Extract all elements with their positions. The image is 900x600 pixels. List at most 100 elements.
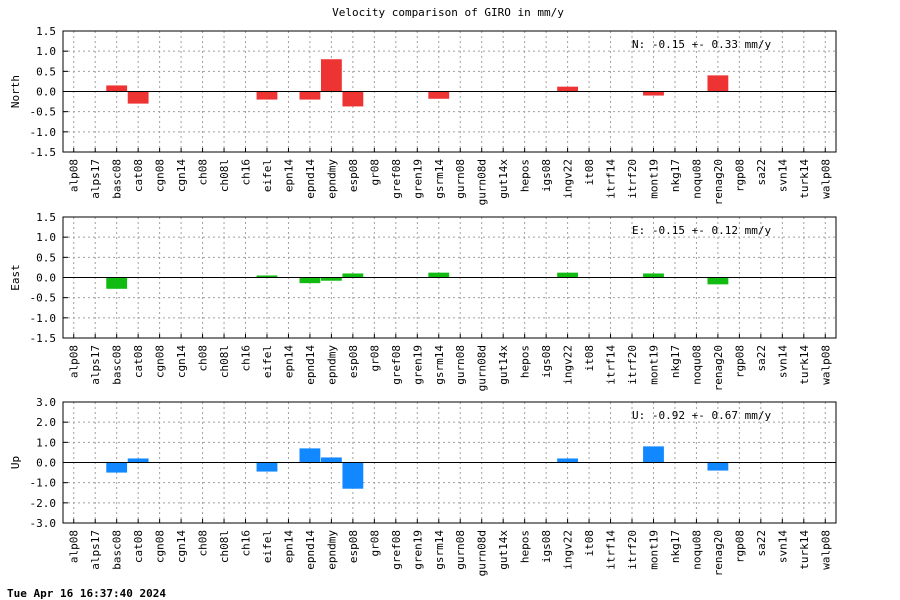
- y-axis-label: Up: [9, 456, 22, 469]
- bar-basc08: [106, 462, 128, 473]
- x-tick-label: basc08: [111, 530, 124, 570]
- x-tick-label: gref08: [390, 530, 403, 570]
- x-tick-label: cgn08: [154, 345, 167, 378]
- x-tick-label: epn14: [282, 530, 295, 563]
- timestamp-footer: Tue Apr 16 16:37:40 2024: [7, 587, 166, 600]
- x-tick-label: svn14: [776, 159, 789, 192]
- x-tick-label: renag20: [712, 530, 725, 576]
- bar-basc08: [106, 85, 128, 92]
- x-tick-label: rgp08: [733, 159, 746, 192]
- bar-gsrm14: [428, 272, 450, 278]
- x-tick-label: gut14x: [497, 345, 510, 385]
- y-axis-label: North: [9, 75, 22, 108]
- x-tick-label: ch16: [240, 530, 253, 557]
- x-tick-label: sa22: [755, 159, 768, 186]
- x-tick-label: nkg17: [669, 159, 682, 192]
- y-tick-label: -1.5: [30, 146, 57, 159]
- x-tick-label: gr08: [368, 530, 381, 557]
- x-tick-label: ch08: [197, 530, 210, 557]
- x-tick-label: epndmy: [325, 530, 338, 570]
- x-tick-label: nkg17: [669, 345, 682, 378]
- x-tick-label: nkg17: [669, 530, 682, 563]
- plot-frame: [62, 216, 837, 339]
- bar-mont19: [643, 91, 664, 96]
- y-tick-label: 1.0: [36, 231, 56, 244]
- x-tick-label: ch08l: [218, 530, 231, 563]
- y-tick-label: -1.0: [30, 312, 57, 325]
- x-tick-label: ch08l: [218, 159, 231, 192]
- x-tick-label: gren19: [411, 530, 424, 570]
- bar-renag20: [707, 75, 729, 92]
- x-tick-label: alp08: [68, 530, 81, 563]
- x-tick-label: gurn08d: [476, 159, 489, 205]
- y-tick-label: 0.5: [36, 65, 56, 78]
- x-tick-label: svn14: [776, 530, 789, 563]
- x-tick-label: mont19: [647, 159, 660, 199]
- x-tick-label: itrf14: [605, 530, 618, 570]
- x-tick-label: esp08: [347, 530, 360, 563]
- x-tick-label: mont19: [647, 345, 660, 385]
- x-tick-label: walp08: [819, 345, 832, 385]
- chart-panels: 1.5 1.0 0.5 0.0 -0.5 -1.0 -1.5 N: -0.15 +- 0.33…: [9, 25, 837, 576]
- x-tick-label: gren19: [411, 159, 424, 199]
- x-tick-label: gr08: [368, 345, 381, 372]
- x-tick-label: ch08: [197, 345, 210, 372]
- x-tick-label: turk14: [798, 159, 811, 199]
- x-tick-label: basc08: [111, 159, 124, 199]
- y-tick-label: -0.5: [30, 106, 57, 119]
- bar-eifel: [256, 91, 278, 100]
- bar-ingv22: [557, 272, 579, 278]
- x-tick-label: gr08: [368, 159, 381, 186]
- x-tick-label: gut14x: [497, 530, 510, 570]
- x-tick-label: ch08: [197, 159, 210, 186]
- x-tick-label: hepos: [519, 159, 532, 192]
- x-tick-label: esp08: [347, 345, 360, 378]
- x-tick-label: walp08: [819, 530, 832, 570]
- x-tick-label: itrf20: [626, 159, 639, 199]
- x-tick-label: cgn14: [175, 345, 188, 378]
- x-tick-label: noqu08: [690, 530, 703, 570]
- x-tick-label: sa22: [755, 530, 768, 557]
- x-tick-label: gren19: [411, 345, 424, 385]
- x-tick-label: epn14: [282, 345, 295, 378]
- bar-epnd14: [299, 448, 321, 463]
- x-tick-label: epnd14: [304, 345, 317, 385]
- y-tick-label: -1.0: [30, 477, 57, 490]
- y-tick-label: -1.5: [30, 332, 57, 345]
- y-tick-label: 1.5: [36, 211, 56, 224]
- plot-frame: [62, 401, 837, 524]
- bar-cat08: [127, 458, 149, 463]
- x-tick-label: epndmy: [325, 345, 338, 385]
- bar-renag20: [707, 277, 729, 285]
- bar-esp08: [342, 273, 364, 278]
- x-tick-label: itrf14: [605, 345, 618, 385]
- y-tick-label: 0.0: [36, 272, 56, 285]
- x-tick-label: gurn08: [454, 345, 467, 385]
- x-tick-label: cat08: [132, 159, 145, 192]
- x-tick-label: igs08: [540, 345, 553, 378]
- bar-epndmy: [320, 59, 342, 92]
- x-tick-label: epnd14: [304, 159, 317, 199]
- x-tick-label: basc08: [111, 345, 124, 385]
- x-tick-label: turk14: [798, 530, 811, 570]
- x-tick-label: igs08: [540, 159, 553, 192]
- x-tick-label: ch16: [240, 345, 253, 372]
- x-tick-label: epnd14: [304, 530, 317, 570]
- y-tick-label: -3.0: [30, 517, 57, 530]
- x-tick-label: alps17: [89, 345, 102, 385]
- bar-eifel: [256, 462, 278, 472]
- x-tick-label: itrf20: [626, 345, 639, 385]
- panel-east: 1.5 1.0 0.5 0.0 -0.5 -1.0 -1.5 E: -0.15 +- 0.12…: [9, 211, 837, 391]
- x-tick-label: cat08: [132, 530, 145, 563]
- x-tick-label: ingv22: [562, 530, 575, 570]
- x-tick-label: hepos: [519, 345, 532, 378]
- x-tick-label: gurn08d: [476, 530, 489, 576]
- y-tick-label: 1.0: [36, 45, 56, 58]
- x-tick-label: ch08l: [218, 345, 231, 378]
- bar-mont19: [643, 273, 664, 278]
- x-tick-label: hepos: [519, 530, 532, 563]
- x-tick-label: epndmy: [325, 159, 338, 199]
- bar-epnd14: [299, 91, 321, 100]
- x-tick-label: mont19: [647, 530, 660, 570]
